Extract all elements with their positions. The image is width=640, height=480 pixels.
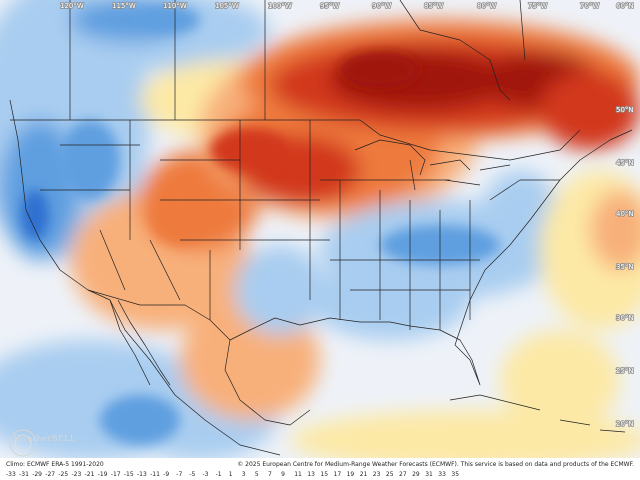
logo-text: WeatherBELL bbox=[14, 434, 76, 443]
scale-label: -25 bbox=[58, 471, 69, 478]
mexico-gulf-coast bbox=[224, 339, 311, 426]
scale-label: -15 bbox=[123, 471, 134, 478]
scale-label: 27 bbox=[399, 471, 407, 478]
scale-label: -1 bbox=[215, 471, 222, 478]
scale-label: -9 bbox=[163, 471, 170, 478]
scale-label: 17 bbox=[333, 471, 342, 478]
scale-label: 23 bbox=[372, 471, 381, 478]
longitude-label: 70°W bbox=[580, 2, 599, 10]
baja-coastline bbox=[109, 299, 171, 386]
mexico-us-border bbox=[87, 289, 231, 341]
longitude-label: 90°W bbox=[372, 2, 391, 10]
scale-label: 5 bbox=[254, 471, 259, 478]
latitude-label: 35°N bbox=[616, 263, 634, 271]
scale-label: 35 bbox=[451, 471, 460, 478]
copyright-credit: © 2025 European Centre for Medium-Range … bbox=[237, 461, 634, 468]
scale-label: -21 bbox=[84, 471, 95, 478]
scale-label: 15 bbox=[320, 471, 329, 478]
scale-label: 1 bbox=[228, 471, 233, 478]
longitude-label: 120°W bbox=[60, 2, 84, 10]
latitude-label: 50°N bbox=[616, 106, 634, 114]
latitude-label: 30°N bbox=[616, 314, 634, 322]
latitude-label: 20°N bbox=[616, 420, 634, 428]
latitude-label: 40°N bbox=[616, 210, 634, 218]
weatherbell-logo bbox=[9, 429, 37, 457]
scale-label: 11 bbox=[294, 471, 302, 478]
scale-label: -11 bbox=[150, 471, 160, 478]
longitude-label: 100°W bbox=[268, 2, 292, 10]
latitude-label: 25°N bbox=[616, 367, 634, 375]
scale-label: 29 bbox=[412, 471, 420, 478]
climo-credit: Climo: ECMWF ERA-5 1991-2020 bbox=[6, 461, 104, 468]
scale-label: -19 bbox=[97, 471, 108, 478]
latitude-label-top: 60°N bbox=[616, 2, 634, 10]
scale-label: -31 bbox=[19, 471, 29, 478]
longitude-label: 75°W bbox=[528, 2, 547, 10]
scale-label: 9 bbox=[281, 471, 285, 478]
longitude-label: 95°W bbox=[320, 2, 339, 10]
longitude-label: 115°W bbox=[112, 2, 136, 10]
scale-label: 19 bbox=[346, 471, 355, 478]
scale-label: -17 bbox=[110, 471, 121, 478]
scale-label: -13 bbox=[137, 471, 147, 478]
latitude-labels: 50°N 45°N 40°N 35°N 30°N 25°N 20°N bbox=[615, 105, 634, 429]
color-scale-labels: -33 -31 -29 -27 -25 -23 -21 -19 -17 -15 -13 -11 -9 -7… bbox=[6, 471, 634, 480]
province-lines bbox=[69, 0, 526, 120]
canada-us-border bbox=[10, 119, 581, 161]
longitude-label: 80°W bbox=[477, 2, 496, 10]
pacific-coastline bbox=[9, 99, 281, 456]
longitude-label: 110°W bbox=[163, 2, 187, 10]
scale-label: 31 bbox=[425, 471, 433, 478]
longitude-label: 105°W bbox=[215, 2, 239, 10]
caribbean-islands bbox=[449, 394, 626, 433]
longitude-labels: 120°W 115°W 110°W 105°W 100°W 95°W 90°W … bbox=[59, 1, 634, 11]
latitude-label: 45°N bbox=[616, 159, 634, 167]
gulf-coastline bbox=[229, 317, 481, 386]
scale-label: 21 bbox=[359, 471, 368, 478]
scale-label: -27 bbox=[45, 471, 56, 478]
scale-label: -29 bbox=[32, 471, 42, 478]
scale-label: -3 bbox=[202, 471, 209, 478]
scale-label: -23 bbox=[71, 471, 82, 478]
scale-label: -33 bbox=[6, 471, 16, 478]
scale-label: -5 bbox=[189, 471, 196, 478]
scale-label: 33 bbox=[438, 471, 446, 478]
scale-label: 13 bbox=[307, 471, 315, 478]
atlantic-coastline bbox=[454, 129, 633, 346]
state-lines bbox=[40, 120, 560, 330]
scale-label: 25 bbox=[385, 471, 394, 478]
longitude-label: 85°W bbox=[424, 2, 443, 10]
great-lakes bbox=[354, 139, 511, 191]
borders bbox=[9, 0, 633, 456]
scale-label: -7 bbox=[176, 471, 183, 478]
scale-label: 7 bbox=[268, 471, 272, 478]
hudson-bay bbox=[399, 0, 511, 101]
scale-label: 3 bbox=[241, 471, 246, 478]
